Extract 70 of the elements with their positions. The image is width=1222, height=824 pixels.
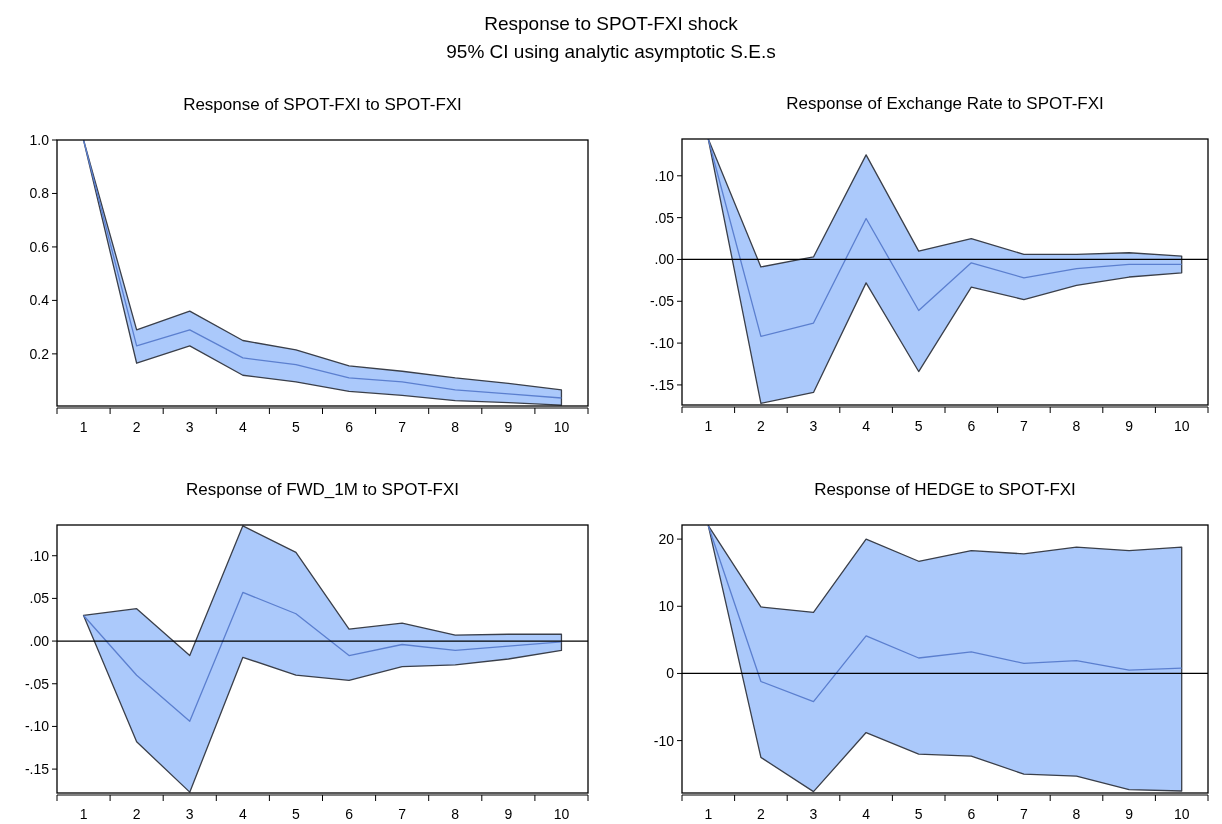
x-tick-label: 6 xyxy=(967,418,976,434)
x-tick-label: 6 xyxy=(967,806,976,822)
x-tick-label: 4 xyxy=(238,419,247,435)
y-tick-label: 0.8 xyxy=(29,185,50,202)
y-tick-label: 0.6 xyxy=(29,238,50,255)
x-tick-label: 4 xyxy=(238,806,247,822)
x-tick-label: 2 xyxy=(132,419,141,435)
x-tick-label: 7 xyxy=(398,806,407,822)
x-tick-label: 10 xyxy=(1173,806,1190,822)
line-series xyxy=(707,525,1183,703)
y-tick-label: -10 xyxy=(653,732,675,749)
y-tick-label: 0.2 xyxy=(29,345,50,362)
x-tick-label: 10 xyxy=(553,419,570,435)
x-tick-label: 2 xyxy=(757,418,765,434)
x-tick-label: 8 xyxy=(451,806,460,822)
y-tick-label: 0.4 xyxy=(29,292,50,309)
x-tick-label: 5 xyxy=(914,418,923,434)
x-tick-label: 5 xyxy=(914,806,923,822)
x-tick-label: 9 xyxy=(504,806,513,822)
x-tick-label: 2 xyxy=(132,806,141,822)
y-tick-label: 20 xyxy=(658,531,675,548)
x-tick-label: 7 xyxy=(1020,806,1028,822)
y-tick-label: .10 xyxy=(654,167,675,184)
y-tick-label: .00 xyxy=(654,251,675,268)
chart-title: Response of Exchange Rate to SPOT-FXI xyxy=(786,94,1104,113)
x-tick-label: 6 xyxy=(345,806,354,822)
y-tick-label: .05 xyxy=(654,209,675,226)
x-tick-label: 2 xyxy=(757,806,765,822)
x-tick-label: 4 xyxy=(862,418,871,434)
y-tick-label: -.05 xyxy=(649,293,675,310)
y-tick-label: -.10 xyxy=(649,335,675,351)
x-tick-label: 8 xyxy=(1072,806,1081,822)
x-tick-label: 10 xyxy=(553,806,570,822)
x-tick-label: 7 xyxy=(1020,418,1028,434)
y-tick-label: -.05 xyxy=(24,675,50,692)
x-tick-label: 9 xyxy=(1125,418,1134,434)
x-tick-label: 9 xyxy=(1125,806,1134,822)
y-tick-label: 1.0 xyxy=(29,131,50,148)
line-series xyxy=(82,591,563,722)
x-tick-label: 1 xyxy=(704,806,713,822)
x-tick-label: 9 xyxy=(504,419,513,435)
y-tick-label: -.15 xyxy=(24,761,50,777)
x-tick-label: 1 xyxy=(704,418,713,434)
line-series xyxy=(707,139,1183,338)
x-tick-label: 6 xyxy=(345,419,354,435)
x-tick-label: 1 xyxy=(79,806,88,822)
x-tick-label: 10 xyxy=(1173,418,1190,434)
x-tick-label: 1 xyxy=(79,419,88,435)
x-tick-label: 8 xyxy=(1072,418,1081,434)
chart-title: Response of HEDGE to SPOT-FXI xyxy=(814,480,1076,499)
x-tick-label: 3 xyxy=(809,418,818,434)
x-tick-label: 3 xyxy=(185,419,194,435)
y-tick-label: 0 xyxy=(666,665,675,682)
x-tick-label: 5 xyxy=(292,806,301,822)
x-tick-label: 7 xyxy=(398,419,407,435)
chart-title: Response of SPOT-FXI to SPOT-FXI xyxy=(183,95,462,114)
x-tick-label: 3 xyxy=(185,806,194,822)
x-tick-label: 8 xyxy=(451,419,460,435)
chart-title: Response of FWD_1M to SPOT-FXI xyxy=(185,480,460,499)
y-tick-label: -.10 xyxy=(24,718,50,735)
y-tick-label: .00 xyxy=(29,632,50,649)
y-tick-label: .10 xyxy=(29,547,50,564)
x-tick-label: 3 xyxy=(809,806,818,822)
x-tick-label: 4 xyxy=(862,806,871,822)
x-tick-label: 5 xyxy=(292,419,301,435)
y-tick-label: -.15 xyxy=(649,376,675,393)
text: 95% CI using analytic asymptotic S.E.s xyxy=(446,41,776,62)
y-tick-label: .05 xyxy=(29,590,50,607)
text: Response to SPOT-FXI shock xyxy=(484,13,739,34)
y-tick-label: 10 xyxy=(658,598,675,615)
